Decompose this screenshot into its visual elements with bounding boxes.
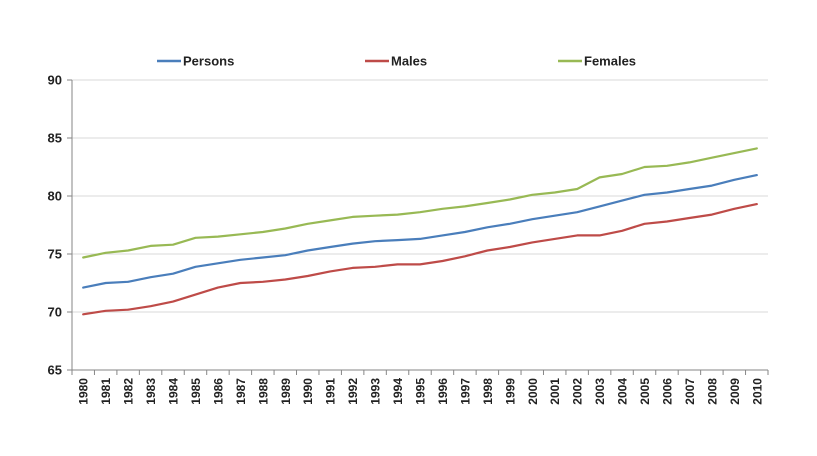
series-line-persons xyxy=(82,174,758,289)
x-tick-label: 1989 xyxy=(279,378,293,405)
y-tick-label: 75 xyxy=(48,247,62,262)
x-tick-label: 1988 xyxy=(256,378,270,405)
x-tick-label: 1992 xyxy=(346,378,360,405)
y-tick-label: 80 xyxy=(48,189,62,204)
x-tick-label: 2004 xyxy=(616,378,630,405)
gridlines xyxy=(72,79,768,313)
series-line-females xyxy=(82,147,758,259)
x-tick-label: 2001 xyxy=(548,378,562,405)
legend-label-persons: Persons xyxy=(183,54,234,69)
x-tick-label: 2002 xyxy=(571,378,585,405)
x-tick-label: 2003 xyxy=(593,378,607,405)
x-tick-label: 1998 xyxy=(481,378,495,405)
x-tick-label: 1999 xyxy=(503,378,517,405)
x-tick-label: 2006 xyxy=(660,378,674,405)
legend-label-males: Males xyxy=(391,54,427,69)
y-tick-label: 70 xyxy=(48,305,62,320)
x-tick-label: 1990 xyxy=(301,378,315,405)
x-tick-label: 1986 xyxy=(211,378,225,405)
x-tick-label: 1994 xyxy=(391,378,405,405)
legend-label-females: Females xyxy=(584,54,636,69)
x-tick-label: 2007 xyxy=(683,378,697,405)
x-tick-label: 2010 xyxy=(750,378,764,405)
x-tick-label: 1993 xyxy=(369,378,383,405)
x-axis-ticks: 1980 1981 1982 1983 1984 1985 1986 1987 1988 1989… xyxy=(71,370,769,405)
legend: Persons Males Females xyxy=(157,54,636,69)
axes xyxy=(71,80,768,371)
x-tick-label: 1995 xyxy=(414,378,428,405)
x-tick-label: 1981 xyxy=(99,378,113,405)
x-tick-label: 1982 xyxy=(122,378,136,405)
x-tick-label: 2008 xyxy=(705,378,719,405)
x-tick-label: 2005 xyxy=(638,378,652,405)
y-tick-label: 85 xyxy=(48,131,62,146)
x-tick-label: 1997 xyxy=(458,378,472,405)
x-tick-label: 1983 xyxy=(144,378,158,405)
x-tick-label: 1991 xyxy=(324,378,338,405)
x-tick-label: 1980 xyxy=(77,378,91,405)
series-line-males xyxy=(82,203,758,316)
x-tick-label: 1996 xyxy=(436,378,450,405)
y-axis-ticks: 65 70 75 80 85 90 xyxy=(48,73,72,378)
x-tick-label: 1985 xyxy=(189,378,203,405)
y-tick-label: 65 xyxy=(48,363,62,378)
x-tick-label: 1984 xyxy=(167,378,181,405)
x-tick-label: 2009 xyxy=(728,378,742,405)
x-tick-label: 1987 xyxy=(234,378,248,405)
y-tick-label: 90 xyxy=(48,73,62,88)
series-lines xyxy=(82,147,758,316)
x-tick-label: 2000 xyxy=(526,378,540,405)
